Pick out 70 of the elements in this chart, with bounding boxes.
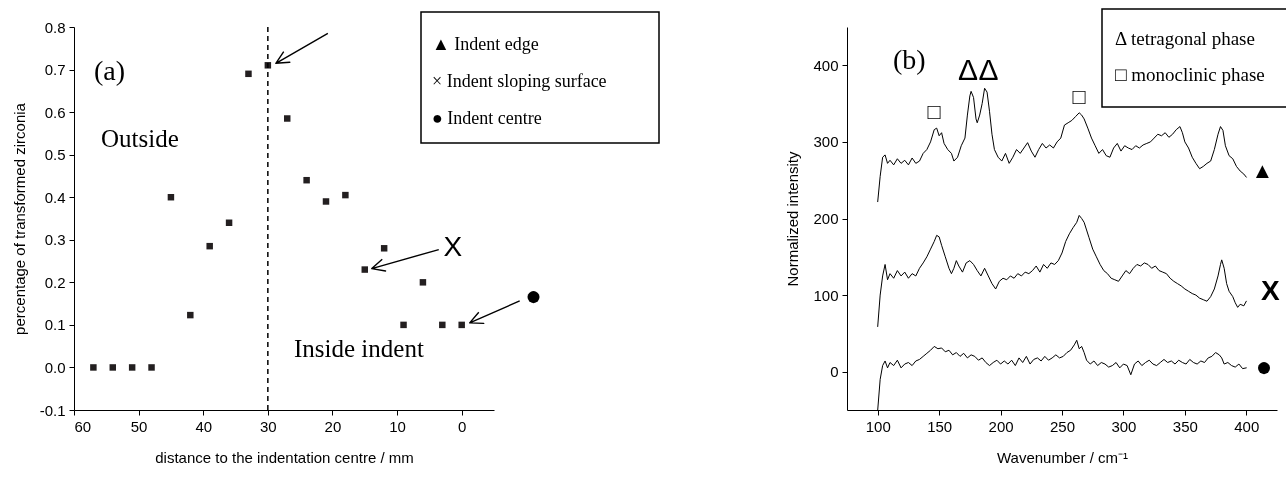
x-axis-title: Wavenumber / cm⁻¹ xyxy=(996,448,1129,466)
point xyxy=(439,321,446,329)
x-tick-label: 20 xyxy=(324,417,342,435)
y-tick-label: 0.5 xyxy=(44,146,66,164)
line-series xyxy=(877,87,1247,203)
y-tick-label: 400 xyxy=(813,56,839,74)
annotation: □ monoclinic phase xyxy=(1115,64,1265,85)
point xyxy=(400,321,407,329)
x-axis-title: distance to the indentation centre / mm xyxy=(155,448,414,466)
point xyxy=(148,364,155,371)
point xyxy=(245,70,252,78)
y-axis-title: percentage of transformed zirconia xyxy=(10,102,28,335)
point xyxy=(187,311,194,319)
annotation: Δ xyxy=(978,53,999,87)
x-tick-label: 350 xyxy=(1172,417,1198,435)
point xyxy=(109,364,117,371)
point xyxy=(128,364,136,371)
annotation: X xyxy=(1260,275,1280,307)
annotation: □ xyxy=(1072,83,1086,109)
annotation: Δ xyxy=(958,53,979,87)
point xyxy=(342,191,349,199)
point xyxy=(283,115,291,122)
x-tick-label: 300 xyxy=(1111,417,1137,435)
point xyxy=(458,321,465,329)
x-tick-label: 50 xyxy=(130,417,148,435)
x-tick-label: 150 xyxy=(927,417,953,435)
point xyxy=(419,279,427,286)
y-tick-label: 0.3 xyxy=(44,231,66,249)
annotation: Outside xyxy=(101,125,179,152)
x-tick-label: 10 xyxy=(389,417,406,435)
x-tick-label: 400 xyxy=(1234,417,1260,435)
annotation: ● xyxy=(525,279,543,311)
x-tick-label: 0 xyxy=(458,417,467,435)
annotation: □ xyxy=(927,98,941,124)
y-tick-label: 300 xyxy=(813,133,839,151)
y-tick-label: 200 xyxy=(813,210,839,227)
annotation: ● xyxy=(1255,350,1273,382)
point xyxy=(206,242,213,250)
annotation: (a) xyxy=(94,55,126,86)
point xyxy=(380,245,388,252)
annotation: Inside indent xyxy=(294,335,424,362)
y-tick-label: 0.2 xyxy=(44,273,66,291)
annotation: ▲ Indent edge xyxy=(432,34,539,54)
y-tick-label: 0.7 xyxy=(44,61,66,79)
y-tick-label: 0.6 xyxy=(44,103,66,121)
point xyxy=(90,364,97,371)
annotation: X xyxy=(443,230,463,262)
y-tick-label: 0.4 xyxy=(44,188,66,206)
y-tick-label: 0.0 xyxy=(44,358,66,376)
x-tick-label: 100 xyxy=(865,417,891,435)
x-tick-label: 200 xyxy=(988,417,1014,435)
x-tick-label: 40 xyxy=(195,417,213,435)
annotation: (b) xyxy=(893,44,926,75)
x-tick-label: 60 xyxy=(74,417,92,435)
x-tick-label: 30 xyxy=(260,417,277,435)
y-tick-label: 0.8 xyxy=(44,18,66,36)
point xyxy=(322,198,330,205)
y-tick-label: -0.1 xyxy=(39,401,66,419)
y-axis-title: Normalized intensity xyxy=(784,150,802,287)
annotation: Δ tetragonal phase xyxy=(1115,28,1255,49)
x-tick-label: 250 xyxy=(1049,417,1076,435)
y-tick-label: 100 xyxy=(813,286,839,304)
point xyxy=(361,266,369,273)
annotation: ▲ xyxy=(1251,158,1274,184)
annotation: × Indent sloping surface xyxy=(432,71,607,91)
point xyxy=(303,176,310,184)
y-tick-label: 0.1 xyxy=(44,316,66,334)
annotation: ● Indent centre xyxy=(432,108,542,128)
y-tick-label: 0 xyxy=(830,363,839,381)
line-series xyxy=(877,214,1247,328)
